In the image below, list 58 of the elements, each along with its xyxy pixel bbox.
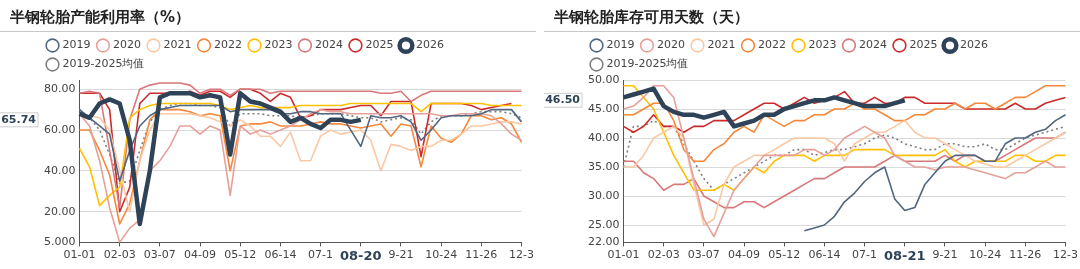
legend-label: 2024 [314, 38, 343, 52]
legend-label: 2019 [62, 38, 91, 52]
y-tick-label: 5.000 [43, 235, 76, 249]
legend-label: 2025 [909, 38, 938, 52]
x-tick-label: 08-20 [339, 247, 382, 263]
x-tick-label: 03-07 [687, 247, 720, 261]
legend-label: 2022 [757, 38, 786, 52]
y-tick-label: 60.00 [43, 122, 76, 136]
y-tick-label: 80.00 [43, 82, 76, 96]
y-tick-label: 40.00 [587, 130, 620, 144]
x-tick-label: 02-03 [647, 247, 680, 261]
y-tick-label: 50.00 [587, 72, 620, 86]
x-tick-label: 10-24 [425, 247, 458, 261]
x-tick-label: 11-26 [465, 247, 498, 261]
x-tick-label: 01-01 [63, 247, 96, 261]
legend-label: 2021 [707, 38, 736, 52]
x-tick-label: 04-09 [184, 247, 217, 261]
y-tick-label: 30.00 [587, 188, 620, 202]
legend-label: 2020 [112, 38, 141, 52]
x-tick-label: 08-21 [883, 247, 926, 263]
y-tick-label: 20.00 [43, 204, 76, 218]
x-tick-label: 03-07 [143, 247, 176, 261]
legend-label: 2026 [415, 38, 444, 52]
y-tick-label: 22.00 [587, 235, 620, 249]
legend-label: 2024 [858, 38, 887, 52]
x-tick-label: 12-3 [509, 247, 534, 261]
text: 65.74 [1, 112, 37, 126]
x-tick-label: 06-14 [808, 247, 841, 261]
x-tick-label: 02-03 [103, 247, 136, 261]
legend-label: 2023 [264, 38, 293, 52]
x-tick-label: 07-1 [308, 247, 334, 261]
x-tick-label: 12-3 [1053, 247, 1078, 261]
y-tick-label: 40.00 [43, 163, 76, 177]
legend-label: 2019 [606, 38, 635, 52]
x-tick-label: 9-21 [932, 247, 958, 261]
x-tick-label: 11-26 [1009, 247, 1042, 261]
legend-label: 2025 [365, 38, 394, 52]
y-tick-label: 25.00 [587, 217, 620, 231]
legend-label: 2022 [213, 38, 242, 52]
x-tick-label: 01-01 [607, 247, 640, 261]
x-tick-label: 04-09 [728, 247, 761, 261]
legend-label: 2021 [163, 38, 192, 52]
x-tick-label: 05-12 [768, 247, 801, 261]
legend-label: 2019-2025均值 [606, 57, 689, 71]
legend-label: 2020 [656, 38, 685, 52]
x-tick-label: 05-12 [224, 247, 257, 261]
legend-label: 2019-2025均值 [62, 57, 145, 71]
legend-label: 2026 [959, 38, 988, 52]
chart-title: 半钢轮胎库存可用天数（天） [544, 0, 1080, 32]
x-tick-label: 07-1 [852, 247, 878, 261]
legend-label: 2023 [808, 38, 837, 52]
y-tick-label: 35.00 [587, 159, 620, 173]
y-tick-label: 45.00 [587, 101, 620, 115]
x-tick-label: 9-21 [388, 247, 414, 261]
x-tick-label: 10-24 [969, 247, 1002, 261]
x-tick-label: 06-14 [264, 247, 297, 261]
chart-title: 半钢轮胎产能利用率（%） [0, 0, 536, 32]
text: 46.50 [545, 93, 581, 107]
